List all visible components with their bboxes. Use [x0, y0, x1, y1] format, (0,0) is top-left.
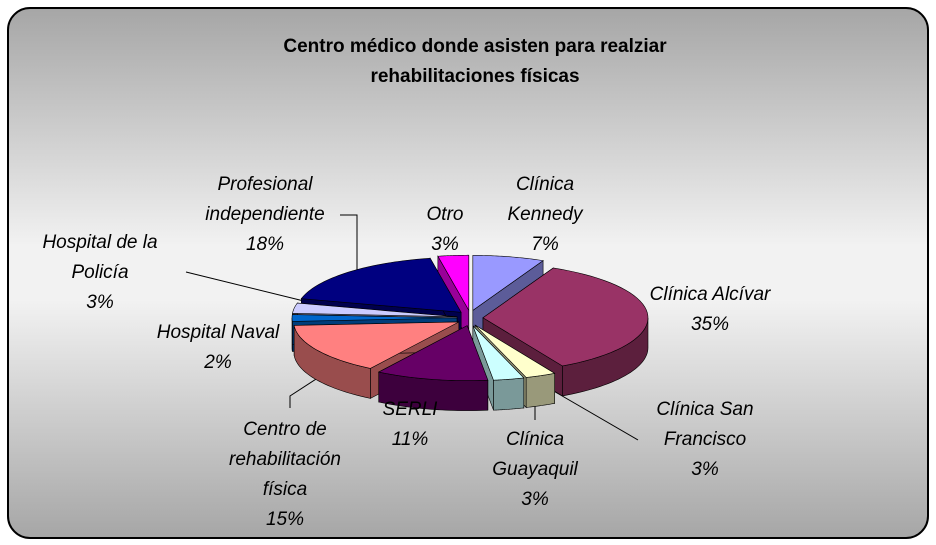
slice [300, 257, 462, 313]
slice [437, 254, 470, 312]
slice [474, 324, 556, 378]
slice [377, 325, 489, 381]
slice-label: Clínica San Francisco [656, 399, 753, 450]
slice [472, 325, 525, 381]
chart-title: Centro médico donde asisten para realzia… [283, 36, 667, 87]
pie [291, 254, 649, 411]
slice [472, 255, 544, 311]
slice-label: Hospital de la Policía [42, 232, 157, 283]
slice [293, 321, 459, 369]
value-label: 15% [266, 509, 304, 530]
slice-label: Otro [427, 204, 464, 225]
slice-label: Clínica Alcívar [650, 284, 771, 305]
value-label: 3% [431, 234, 459, 255]
slice-label: Clínica Guayaquil [492, 429, 578, 480]
value-label: 2% [203, 352, 232, 373]
slice-group [293, 321, 460, 399]
labels: Clínica Kennedy 7% Clínica Alcívar 35% Clínic… [42, 174, 771, 530]
slice-label: SERLI [383, 399, 439, 420]
slice-wall [493, 377, 525, 411]
slice [291, 314, 458, 322]
value-label: 35% [691, 314, 729, 335]
value-label: 18% [246, 234, 284, 255]
value-label: 3% [691, 459, 719, 480]
slice-label: Centro de rehabilitación física [229, 419, 341, 500]
slice-wall [525, 372, 555, 408]
value-label: 11% [392, 429, 429, 450]
slice [482, 267, 649, 367]
slice-group [377, 325, 489, 411]
value-label: 3% [86, 292, 114, 313]
slice-label: Profesional independiente [205, 174, 324, 225]
slice-label: Clínica Kennedy [507, 174, 584, 225]
value-label: 7% [531, 234, 559, 255]
slice-label: Hospital Naval [157, 322, 280, 343]
value-label: 3% [521, 489, 549, 510]
slice [292, 302, 458, 318]
